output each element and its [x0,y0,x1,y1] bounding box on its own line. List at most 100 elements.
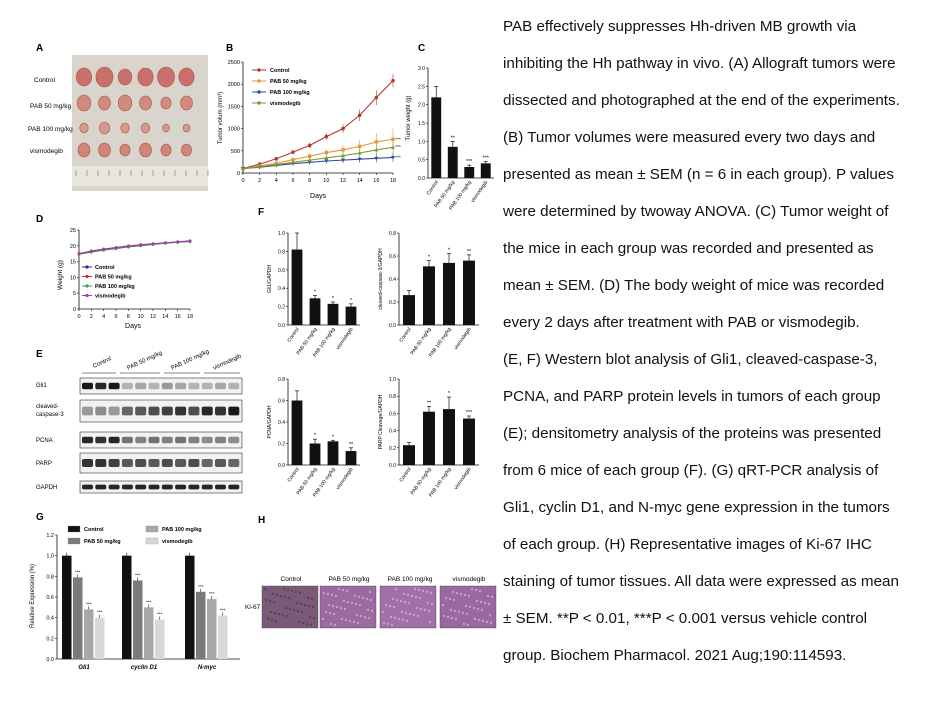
tumor-specimen [98,95,111,111]
ihc-cell [285,614,289,618]
ihc-cell [489,621,493,625]
ihc-cell [451,590,455,594]
blot-band [188,382,200,390]
ihc-cell [478,589,482,593]
data-point [341,158,345,163]
ihc-cell [426,601,430,605]
y-tick-label: 0.0 [418,176,425,182]
ihc-cell [264,598,268,602]
ihc-cell [284,606,288,610]
ihc-cell [339,606,343,610]
x-tick-label: vismodegib [335,327,355,351]
blot-band [161,459,173,467]
ihc-cell [413,587,417,591]
ihc-cell [419,607,423,611]
blot-band [135,382,147,390]
blot-band [215,382,226,390]
y-tick-label: 1.0 [418,139,425,145]
ihc-cell [472,606,476,610]
bar [218,615,228,659]
ihc-cell [466,623,470,627]
data-point [324,150,329,155]
series-line [242,156,394,170]
chart-b-ylabel: Tumor volum (mm³) [218,92,224,144]
y-tick-label: 2500 [228,60,240,66]
ihc-cell [361,596,365,600]
ihc-cell [465,612,469,616]
blot-band [121,406,133,416]
ihc-cell [416,614,420,618]
tumor-specimen [137,67,154,87]
ihc-cell [382,621,386,625]
ihc-cell [393,616,397,620]
ihc-cell [480,608,484,612]
ihc-cell [294,590,298,594]
tumor-specimen [180,95,193,111]
ihc-cell [477,618,481,622]
y-tick-label: 0.6 [389,254,396,260]
ihc-cell [394,587,398,591]
caption-line: every 2 days after treatment with PAB or… [503,314,860,331]
caption-line: inhibiting the Hh pathway in vivo. (A) A… [503,55,896,72]
legend-marker [85,274,89,279]
sig-marker: *** [395,155,401,161]
x-tick-label: 12 [150,314,156,320]
tumor-specimen [79,122,89,134]
data-point [357,151,362,155]
y-tick-label: 25 [70,228,76,234]
x-tick-label: 0 [241,178,244,184]
bar [309,298,321,325]
ihc-cell [282,587,286,591]
y-tick-label: 0.0 [46,657,54,663]
ihc-cell [412,613,416,617]
ihc-cell [428,620,432,624]
ihc-cell [335,605,339,609]
ihc-cell [406,593,410,597]
ihc-cell [430,602,434,606]
bar [122,555,132,659]
sig-marker: * [350,298,353,304]
ihc-row-label: Ki-67 [245,604,261,611]
y-tick-label: 2000 [228,82,240,88]
caption-line: dissected and photographed at the end of… [503,92,900,109]
y-tick-label: 1.5 [418,121,425,127]
blot-band [108,484,120,490]
tumor-specimen [178,67,195,87]
ihc-cell [310,597,314,601]
ihc-cell [483,601,487,605]
x-tick-label: Gli1 [78,665,90,671]
bar [463,260,475,325]
legend-swatch [145,525,159,533]
legend-label: PAB 50 mg/kg [270,79,307,85]
blot-protein-label: GAPDH [36,485,57,491]
bar [431,97,442,178]
ihc-cell [326,592,330,596]
blot-band [228,459,240,467]
ihc-cell [272,600,276,604]
caption-line: the mice in each group was recorded and … [503,240,874,257]
legend-label: PAB 50 mg/kg [95,275,132,281]
ihc-cell [346,600,350,604]
western-blot [79,372,243,494]
data-point [391,137,395,141]
ihc-cell [488,613,492,617]
ihc-cell [328,611,332,615]
blot-band [135,459,147,467]
blot-band [161,436,173,444]
panel-a-row-label: PAB 100 mg/kg [28,126,73,133]
series-line [242,146,394,170]
ihc-cell [490,595,494,599]
y-tick-label: 0.4 [46,616,54,622]
legend-marker [257,90,261,94]
ihc-cell [381,610,385,614]
x-tick-label: Control [398,327,412,344]
x-tick-label: 0 [77,314,80,320]
ihc-cell [455,591,459,595]
data-point [163,241,167,245]
blot-protein-label: Gli1 [36,383,47,389]
y-tick-label: 1.0 [46,554,54,560]
tumor-specimen [157,66,175,88]
chart-d-xlabel: Days [125,323,141,330]
ihc-cell [311,605,315,609]
